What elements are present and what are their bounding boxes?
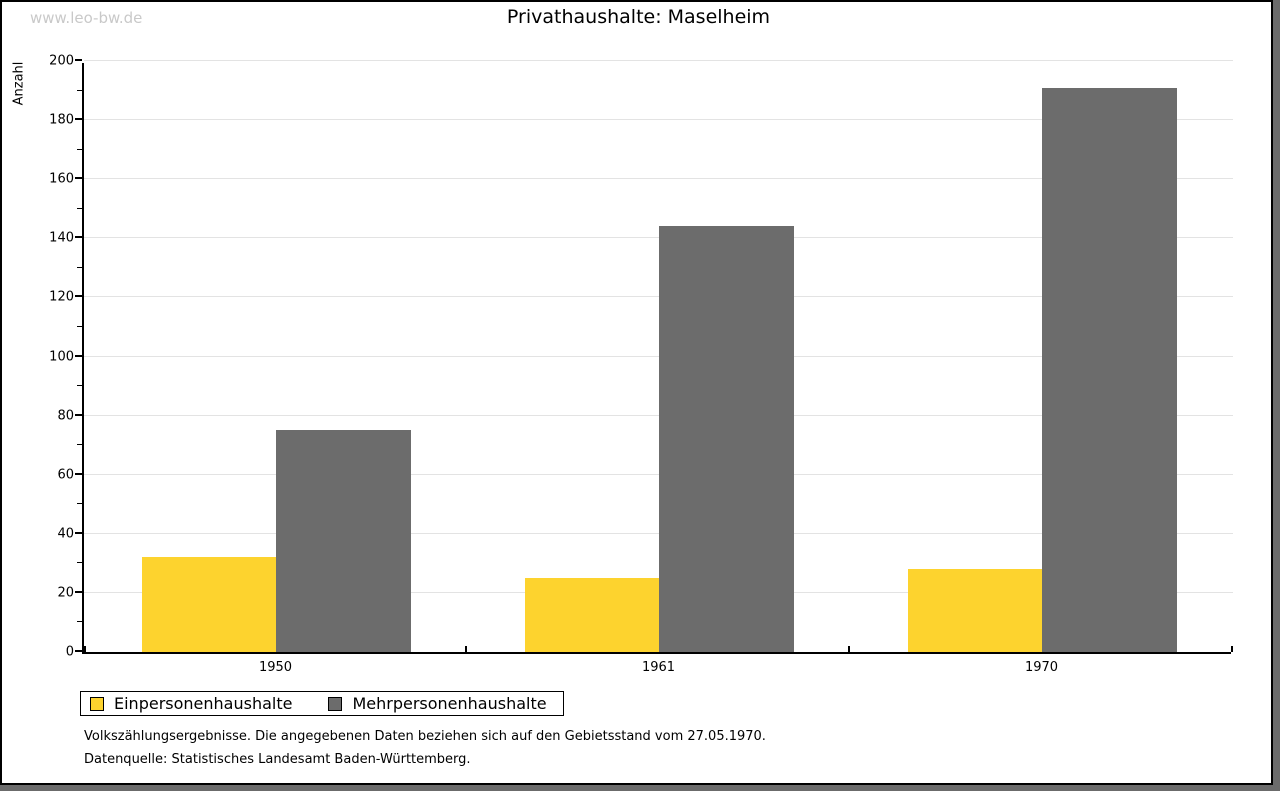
y-tick-30 [77,562,82,564]
y-tick-190 [77,89,82,91]
watermark: www.leo-bw.de [30,9,143,27]
x-category-label-1961: 1961 [641,660,676,675]
y-tick-90 [77,385,82,387]
y-tick-160 [75,177,82,180]
x-tick-2 [848,646,850,652]
x-tick-1 [465,646,467,652]
gridline-40 [84,532,1233,534]
bar-1950-mehrpersonenhaushalte [276,430,411,652]
y-tick-label-200: 200 [49,53,74,69]
bar-1961-einpersonenhaushalte [525,578,659,652]
y-tick-10 [77,621,82,623]
y-tick-200 [75,59,82,61]
y-tick-130 [77,266,82,268]
y-tick-label-140: 140 [49,230,74,246]
legend: Einpersonenhaushalte Mehrpersonenhaushal… [80,691,564,716]
y-tick-label-0: 0 [65,644,74,660]
bar-1970-mehrpersonenhaushalte [1042,87,1177,652]
y-tick-label-20: 20 [57,585,74,601]
legend-item-mehrpersonenhaushalte: Mehrpersonenhaushalte [328,694,547,713]
y-tick-20 [75,590,82,593]
y-tick-50 [77,503,82,505]
y-tick-label-60: 60 [57,467,74,483]
page-shadow-right [1273,0,1280,791]
gridline-180 [84,119,1233,121]
y-axis-label: Anzahl [11,61,27,106]
y-tick-120 [75,295,82,298]
gridline-140 [84,237,1233,239]
chart-title: Privathaushalte: Maselheim [506,6,771,28]
gridline-160 [84,178,1233,180]
y-tick-70 [77,444,82,446]
y-tick-140 [75,236,82,239]
y-tick-150 [77,207,82,209]
bar-1970-einpersonenhaushalte [908,569,1042,652]
gridline-60 [84,473,1233,475]
legend-label-einpersonenhaushalte: Einpersonenhaushalte [114,694,293,713]
footnote-census: Volkszählungsergebnisse. Die angegebenen… [84,729,766,744]
plot-area: 0 20 40 60 80 100 120 140 160 180 200 1950 1961 1970 [49,54,1233,675]
bar-1950-einpersonenhaushalte [142,557,276,652]
y-tick-100 [75,354,82,357]
y-tick-label-40: 40 [57,526,74,542]
y-tick-60 [75,472,82,475]
y-tick-label-160: 160 [49,171,74,187]
page-shadow-bottom [0,785,1280,791]
x-tick-0 [84,646,86,652]
y-tick-80 [75,413,82,416]
legend-swatch-einpersonenhaushalte [90,696,104,711]
gridline-80 [84,414,1233,416]
y-tick-label-100: 100 [49,349,74,364]
y-tick-170 [77,148,82,150]
bar-1961-mehrpersonenhaushalte [659,226,794,652]
y-tick-label-120: 120 [49,289,74,305]
legend-label-mehrpersonenhaushalte: Mehrpersonenhaushalte [352,694,547,713]
y-tick-180 [75,118,82,121]
x-category-label-1970: 1970 [1024,660,1059,675]
y-tick-label-80: 80 [57,408,74,424]
legend-item-einpersonenhaushalte: Einpersonenhaushalte [90,694,292,713]
y-tick-110 [77,325,82,327]
x-tick-3 [1231,646,1233,652]
y-tick-label-180: 180 [49,112,74,128]
y-tick-40 [75,531,82,534]
x-category-label-1950: 1950 [258,660,293,675]
legend-swatch-mehrpersonenhaushalte [328,696,343,711]
gridline-200 [84,60,1233,61]
gridline-100 [84,355,1233,357]
gridline-120 [84,296,1233,298]
footnote-source: Datenquelle: Statistisches Landesamt Bad… [84,752,471,767]
y-tick-0 [75,650,82,652]
